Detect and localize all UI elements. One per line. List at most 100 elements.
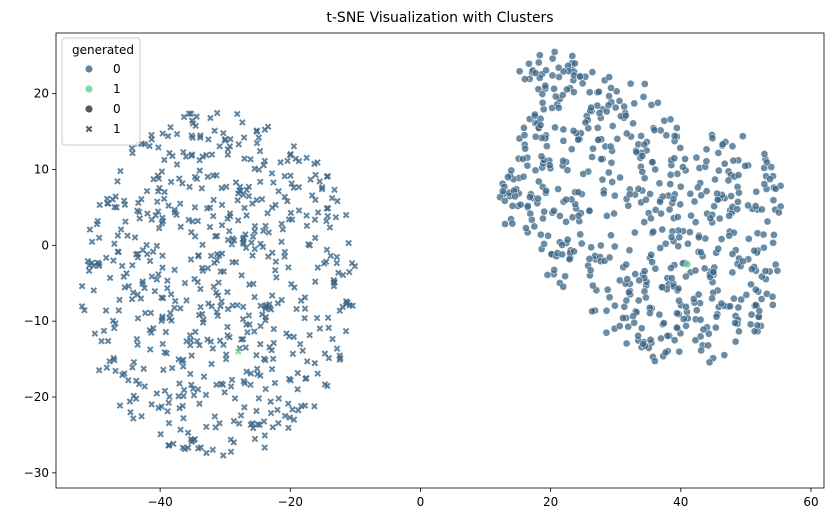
scatter-point-circle [665,205,674,214]
scatter-point-circle [666,170,675,179]
scatter-point-x [204,264,212,272]
scatter-point-x [193,337,201,345]
scatter-point-x [251,227,258,235]
scatter-point-x [293,305,300,313]
scatter-point-circle [525,59,533,68]
scatter-point-circle [629,312,637,321]
scatter-point-x [109,317,117,325]
scatter-point-x [326,224,334,231]
scatter-point-x [190,391,198,399]
scatter-point-x [188,228,195,236]
scatter-point-circle [675,296,683,305]
scatter-point-x [177,223,185,231]
scatter-point-circle [759,230,768,239]
scatter-point-x [90,287,98,294]
x-tick-label: 40 [673,495,688,509]
scatter-point-circle [558,250,567,259]
scatter-point-circle [612,87,621,96]
scatter-point-x [86,226,94,233]
scatter-point-circle [507,166,516,175]
scatter-point-circle [670,132,679,140]
scatter-point-circle [543,142,551,151]
scatter-point-x [284,157,291,165]
scatter-point-x [134,291,141,298]
scatter-point-circle [640,267,649,275]
scatter-point-circle [585,255,594,263]
scatter-point-circle [594,136,603,144]
scatter-point-x [125,282,133,290]
scatter-point-x [153,198,161,205]
scatter-point-x [233,110,241,118]
scatter-point-x [139,278,147,285]
scatter-point-x [159,294,167,302]
scatter-point-circle [728,142,737,151]
scatter-point-circle [757,295,766,303]
scatter-point-circle [536,121,545,129]
scatter-point-x [133,335,141,343]
scatter-point-x [128,295,136,303]
scatter-point-x [216,419,223,427]
scatter-point-circle [558,241,567,249]
scatter-point-x [215,252,223,259]
scatter-point-x [129,289,137,296]
scatter-point-x [220,129,227,137]
scatter-point-x [311,216,319,223]
scatter-point-x [165,419,173,427]
scatter-point-x [281,412,289,420]
scatter-point-x [146,346,154,353]
scatter-point-circle [539,214,547,223]
scatter-point-circle [531,166,540,175]
scatter-point-x [295,207,303,214]
scatter-point-x [191,275,198,283]
scatter-point-circle [593,124,602,132]
scatter-point-x [147,309,155,317]
scatter-point-x [144,210,151,217]
scatter-point-circle [717,299,726,308]
scatter-point-x [152,212,160,219]
scatter-point-x [281,193,289,201]
scatter-point-x [104,200,112,208]
scatter-point-circle [646,190,654,198]
scatter-point-x [265,229,273,236]
scatter-point-x [189,218,197,225]
scatter-point-circle [565,255,574,264]
scatter-point-x [322,258,330,266]
scatter-point-x [196,156,203,164]
scatter-point-x [205,136,212,143]
scatter-point-circle [717,235,726,243]
scatter-point-circle [660,116,669,125]
scatter-point-circle [676,144,685,152]
scatter-point-x [253,139,261,147]
scatter-point-x [164,408,171,415]
scatter-point-x [254,370,261,378]
scatter-point-x [287,172,294,179]
scatter-point-x [211,413,219,420]
scatter-point-circle [615,97,624,105]
scatter-point-x [227,448,235,456]
scatter-point-circle [687,211,695,220]
scatter-point-x [262,385,269,393]
scatter-point-x [226,333,233,341]
scatter-point-x [294,385,301,393]
scatter-point-x [261,444,268,451]
scatter-point-circle [550,48,559,56]
scatter-point-x [218,298,225,305]
scatter-point-x [241,379,249,387]
scatter-point-circle [611,103,620,112]
scatter-point-x [158,317,165,325]
scatter-point-circle [598,175,607,184]
scatter-point-circle [681,155,689,163]
scatter-point-x [301,305,309,312]
scatter-point-x [239,303,247,311]
scatter-point-circle [635,276,644,285]
scatter-point-x [325,324,332,332]
scatter-point-x [159,214,166,222]
scatter-point-x [117,226,125,233]
scatter-point-x [129,415,137,422]
scatter-point-x [193,113,200,120]
scatter-point-circle [654,98,662,107]
scatter-point-x [155,224,163,232]
scatter-point-x [312,196,319,204]
scatter-point-x [186,183,193,191]
